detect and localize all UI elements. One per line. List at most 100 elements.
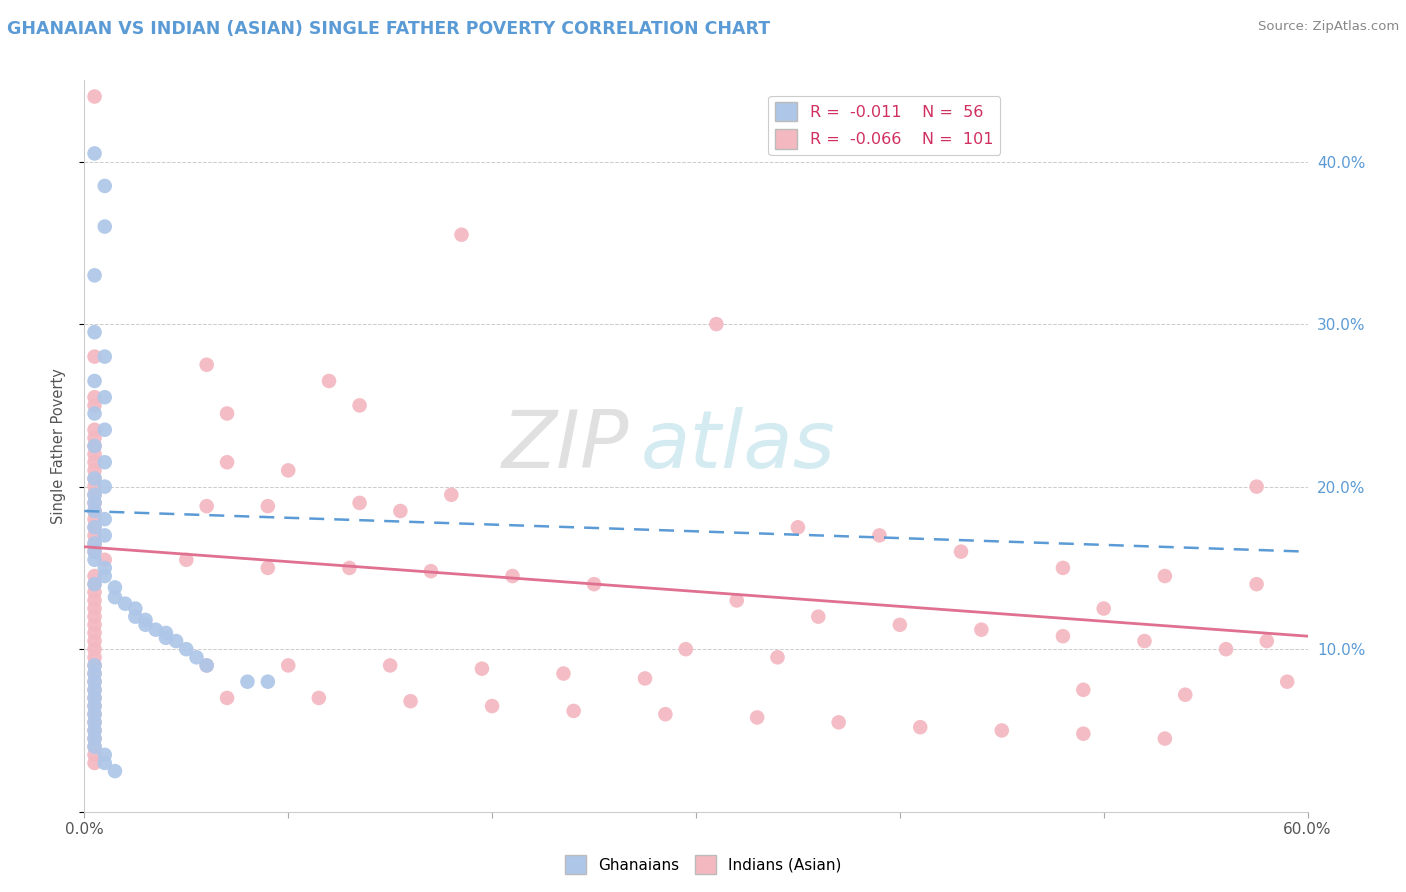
Point [1174,688,1197,702]
Point [83,690,105,705]
Point [83,650,105,665]
Point [583,577,606,591]
Point [308,690,330,705]
Point [174,553,197,567]
Point [83,658,105,673]
Point [440,488,463,502]
Point [910,720,932,734]
Point [83,666,105,681]
Point [83,569,105,583]
Point [349,496,371,510]
Point [145,623,167,637]
Point [195,658,218,673]
Point [174,642,197,657]
Point [83,731,105,746]
Point [83,512,105,526]
Point [93,756,115,770]
Point [1073,727,1095,741]
Point [83,471,105,485]
Point [83,690,105,705]
Point [195,499,218,513]
Point [83,707,105,722]
Point [83,488,105,502]
Point [83,146,105,161]
Point [83,463,105,477]
Point [93,178,115,193]
Point [83,268,105,283]
Point [83,715,105,730]
Point [124,609,146,624]
Point [277,463,299,477]
Point [83,496,105,510]
Point [93,553,115,567]
Point [83,756,105,770]
Point [766,650,789,665]
Point [991,723,1014,738]
Point [1073,682,1095,697]
Point [450,227,472,242]
Point [83,593,105,607]
Point [83,325,105,339]
Point [124,601,146,615]
Point [83,390,105,404]
Point [83,544,105,558]
Point [83,350,105,364]
Point [93,528,115,542]
Point [706,317,728,331]
Point [83,682,105,697]
Point [807,609,830,624]
Point [195,358,218,372]
Point [93,455,115,469]
Y-axis label: Single Father Poverty: Single Father Poverty [51,368,66,524]
Text: atlas: atlas [641,407,835,485]
Point [83,398,105,412]
Point [1277,674,1299,689]
Point [83,520,105,534]
Point [1154,569,1177,583]
Point [83,431,105,445]
Point [889,617,911,632]
Point [83,658,105,673]
Point [83,553,105,567]
Point [83,577,105,591]
Text: ZIP: ZIP [502,407,628,485]
Point [787,520,810,534]
Point [83,455,105,469]
Point [93,512,115,526]
Point [83,480,105,494]
Point [83,374,105,388]
Point [675,642,697,657]
Point [93,747,115,762]
Point [277,658,299,673]
Point [155,631,177,645]
Point [165,634,187,648]
Point [257,499,280,513]
Point [257,674,280,689]
Point [1052,561,1074,575]
Point [114,597,136,611]
Point [83,439,105,453]
Point [83,609,105,624]
Point [217,690,239,705]
Point [217,455,239,469]
Point [420,564,443,578]
Point [155,626,177,640]
Point [349,398,371,412]
Point [1092,601,1115,615]
Point [83,577,105,591]
Point [83,674,105,689]
Point [970,623,993,637]
Point [83,642,105,657]
Point [104,590,127,604]
Point [725,593,748,607]
Point [186,650,208,665]
Point [195,658,218,673]
Point [83,439,105,453]
Point [83,496,105,510]
Point [481,699,503,714]
Point [950,544,973,558]
Point [83,601,105,615]
Point [1256,634,1278,648]
Point [93,480,115,494]
Point [83,447,105,461]
